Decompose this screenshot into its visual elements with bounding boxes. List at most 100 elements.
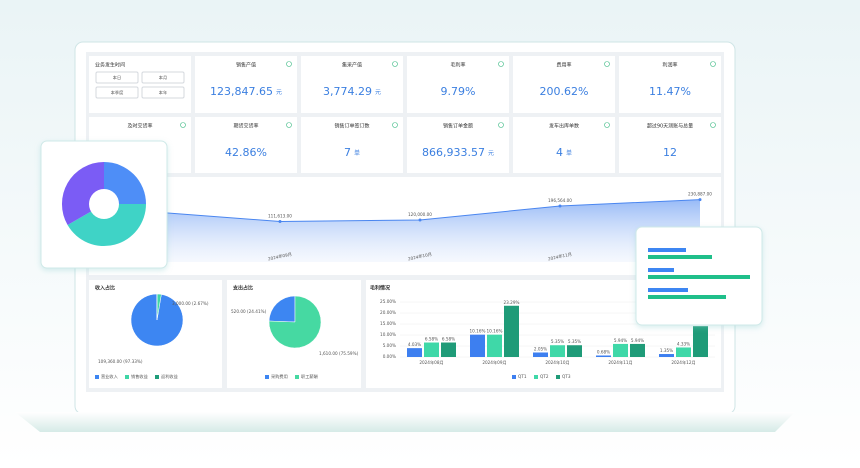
- filter-button-label[interactable]: 本月: [159, 74, 167, 81]
- filter-button-label[interactable]: 本日: [113, 74, 121, 81]
- pie-slice: [268, 295, 322, 349]
- info-icon[interactable]: [710, 61, 716, 67]
- kpi-card: [513, 117, 615, 173]
- kpi-card: [407, 117, 509, 173]
- donut-card: [40, 140, 168, 269]
- info-icon[interactable]: [392, 61, 398, 67]
- filter-card: [89, 56, 191, 113]
- legend-swatch: [155, 375, 159, 379]
- filter-button[interactable]: [141, 71, 185, 84]
- filter-button[interactable]: [141, 86, 185, 99]
- kpi-number: 42.86%: [225, 146, 267, 159]
- filter-button[interactable]: [95, 86, 139, 99]
- laptop-base: [15, 412, 795, 432]
- bar-label: 10.16%: [470, 329, 486, 334]
- kpi-title: 发车出库单数: [549, 123, 579, 130]
- info-icon[interactable]: [498, 122, 504, 128]
- bar-label: 2.05%: [534, 346, 547, 351]
- kpi-title: 利润率: [662, 62, 677, 69]
- bar: [533, 352, 548, 357]
- legend-swatch: [265, 375, 269, 379]
- x-label: 2024年11月: [608, 359, 632, 366]
- legend-label: 返利收益: [161, 373, 178, 380]
- bar: [630, 343, 645, 357]
- donut-slice: [67, 204, 147, 247]
- filter-button-label[interactable]: 本季度: [111, 89, 124, 96]
- x-label: 2024年11月: [547, 251, 572, 263]
- donut-hole: [89, 189, 119, 219]
- info-icon[interactable]: [286, 122, 292, 128]
- filter-label: 业务发生时间: [95, 62, 125, 69]
- kpi-value: 42.86%: [225, 146, 267, 159]
- point-label: 111,613.00: [268, 214, 292, 219]
- bar: [693, 326, 708, 357]
- kpi-value: 9.79%: [441, 85, 476, 98]
- kpi-number: 9.79%: [441, 85, 476, 98]
- info-icon[interactable]: [604, 61, 610, 67]
- info-icon[interactable]: [392, 122, 398, 128]
- legend-label: QT2: [540, 374, 549, 379]
- x-label: 2024年08月: [419, 359, 443, 366]
- y-tick-label: 5.00%: [383, 343, 396, 348]
- decor-bar: [648, 248, 686, 252]
- point: [698, 198, 702, 202]
- y-tick-label: 25.00%: [380, 299, 396, 304]
- kpi-card: [195, 117, 297, 173]
- info-icon[interactable]: [180, 122, 186, 128]
- kpi-title: 集采产值: [342, 62, 362, 69]
- x-label: 2024年10月: [407, 251, 432, 263]
- x-label: 2024年09月: [267, 251, 292, 263]
- x-label: 2024年10月: [545, 359, 569, 366]
- info-icon[interactable]: [604, 122, 610, 128]
- decor-bar: [648, 288, 688, 292]
- filter-button[interactable]: [95, 71, 139, 84]
- panel-title: 毛利情况: [370, 285, 390, 292]
- bar: [550, 345, 565, 357]
- legend-label: 营业收入: [101, 373, 119, 380]
- kpi-number: 7: [344, 146, 351, 159]
- legend-label: QT1: [518, 374, 527, 379]
- point: [558, 204, 562, 208]
- legend-swatch: [534, 375, 538, 379]
- point-label: 120,000.00: [408, 212, 432, 217]
- y-tick-label: 0.00%: [383, 354, 396, 359]
- kpi-title: 销售产值: [236, 62, 256, 69]
- panel-title: 支出占比: [232, 285, 253, 292]
- kpi-number: 4: [556, 146, 563, 159]
- info-icon[interactable]: [286, 61, 292, 67]
- bar: [441, 342, 456, 357]
- kpi-title: 期货交货率: [233, 123, 258, 130]
- slice-label: 1,610.00 (75.59%): [319, 351, 359, 356]
- filter-button-label[interactable]: 本年: [159, 89, 167, 96]
- bar-label: 0.68%: [597, 350, 610, 355]
- kpi-card: [513, 56, 615, 113]
- kpi-card: [301, 117, 403, 173]
- info-icon[interactable]: [498, 61, 504, 67]
- legend-swatch: [512, 375, 516, 379]
- bar-label: 10.16%: [487, 329, 503, 334]
- bar: [596, 355, 611, 357]
- bar-label: 4.03%: [408, 342, 421, 347]
- bar-label: 5.35%: [568, 339, 581, 344]
- area: [140, 199, 700, 262]
- bar: [487, 334, 502, 357]
- kpi-number: 11.47%: [649, 85, 691, 98]
- kpi-number: 866,933.57: [422, 146, 485, 159]
- kpi-number: 3,774.29: [323, 85, 372, 98]
- info-icon[interactable]: [710, 122, 716, 128]
- bars-card: [635, 226, 763, 326]
- bar-label: 5.35%: [551, 339, 564, 344]
- point: [418, 218, 422, 222]
- kpi-title: 毛利率: [450, 62, 465, 69]
- slice-label: 520.00 (24.41%): [231, 309, 267, 314]
- legend-label: 职工薪酬: [301, 373, 318, 380]
- x-label: 2024年09月: [482, 359, 506, 366]
- kpi-card: [195, 56, 297, 113]
- bar-label: 5.94%: [614, 338, 627, 343]
- bar-label: 5.94%: [631, 338, 644, 343]
- kpi-title: 超过90天测账与总量: [647, 123, 693, 130]
- kpi-title: 费用率: [556, 62, 571, 69]
- legend-swatch: [95, 375, 99, 379]
